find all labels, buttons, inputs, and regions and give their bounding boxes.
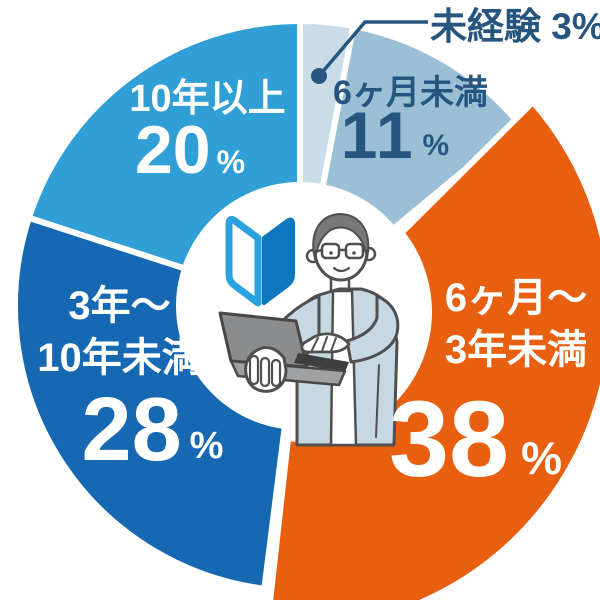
label-line2: 10年未満: [37, 336, 202, 380]
person-hair: [312, 213, 370, 260]
label-6months-3years: 6ヶ月〜 3年未満: [432, 272, 600, 376]
label-over-10years: 10年以上: [129, 78, 286, 120]
label-line2: 3年未満: [444, 328, 588, 372]
label-under-6months: 6ヶ月未満: [333, 74, 488, 112]
percent-sign: %: [422, 128, 450, 162]
callout-leader: [311, 20, 428, 84]
value-over-10years: 20 %: [95, 112, 285, 188]
value-number: 11: [340, 98, 415, 172]
person-smile: [332, 266, 351, 273]
percent-sign: %: [216, 143, 246, 180]
callout-dot: [311, 68, 327, 84]
callout-value: 3: [551, 6, 572, 47]
person-eye: [329, 251, 333, 255]
laptop-keyboard: [294, 353, 349, 372]
value-3-10years: 28 %: [55, 380, 250, 480]
beginner-mark-icon: [225, 216, 295, 307]
value-number: 38: [388, 378, 510, 499]
label-line1: 6ヶ月〜: [444, 276, 588, 320]
person-right-sleeve: [345, 294, 400, 364]
label-line1: 3年〜: [68, 284, 171, 328]
label-3-10years: 3年〜 10年未満: [22, 280, 217, 384]
value-6months-3years: 38 %: [368, 378, 583, 499]
left-hand-finger: [270, 358, 282, 388]
person-with-laptop-illustration: [218, 213, 400, 447]
left-hand-finger: [259, 356, 271, 388]
value-number: 20: [134, 112, 211, 188]
callout-line: [317, 20, 428, 78]
value-number: 28: [81, 380, 182, 480]
glasses-bridge: [312, 248, 370, 254]
person-eye: [352, 251, 356, 255]
callout-text: 未経験: [430, 6, 541, 47]
cardigan-fold-line: [375, 364, 380, 438]
percent-sign: %: [521, 431, 563, 484]
right-hand-fingers: [311, 336, 337, 352]
beginner-mark-right-leaf: [262, 217, 295, 305]
pie-slice-6months-3years-38: [267, 99, 600, 600]
value-under-6months: 11 %: [330, 98, 460, 172]
percent-sign: %: [572, 6, 600, 47]
beginner-mark-left-leaf: [225, 216, 262, 307]
left-hand-finger: [248, 354, 260, 386]
percent-sign: %: [189, 424, 224, 467]
callout-label-mikeiken: 未経験 3%: [430, 4, 600, 50]
